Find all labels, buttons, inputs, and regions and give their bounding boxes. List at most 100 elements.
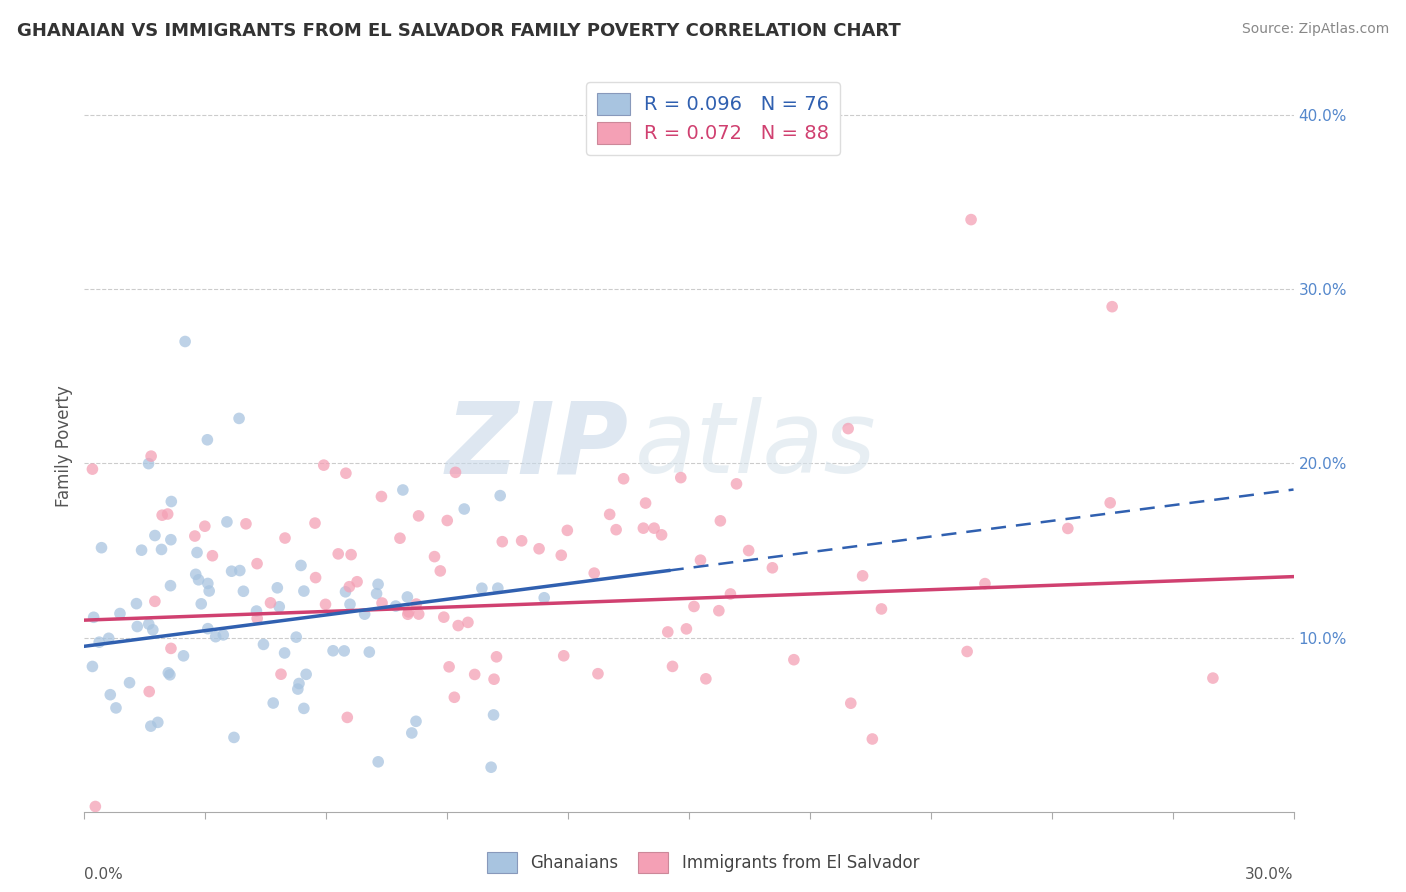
Point	[482, 672, 505, 686]
Point	[870, 602, 893, 616]
Point	[384, 599, 406, 613]
Point	[186, 545, 208, 559]
Point	[405, 714, 427, 729]
Point	[852, 569, 875, 583]
Text: 30.0%: 30.0%	[1246, 867, 1294, 882]
Point	[464, 667, 486, 681]
Point	[366, 586, 388, 600]
Point	[720, 587, 742, 601]
Point	[235, 516, 257, 531]
Point	[322, 644, 344, 658]
Point	[761, 561, 783, 575]
Point	[252, 637, 274, 651]
Point	[229, 564, 252, 578]
Point	[195, 433, 218, 447]
Point	[482, 707, 505, 722]
Point	[138, 617, 160, 632]
Point	[605, 523, 627, 537]
Point	[669, 470, 692, 484]
Point	[266, 581, 288, 595]
Point	[533, 591, 555, 605]
Point	[269, 599, 291, 614]
Point	[90, 541, 112, 555]
Point	[433, 610, 456, 624]
Y-axis label: Family Poverty: Family Poverty	[55, 385, 73, 507]
Text: ZIP: ZIP	[446, 398, 628, 494]
Point	[160, 641, 183, 656]
Point	[485, 649, 508, 664]
Point	[82, 462, 104, 476]
Point	[159, 668, 181, 682]
Point	[634, 496, 657, 510]
Point	[98, 688, 121, 702]
Point	[159, 579, 181, 593]
Point	[444, 466, 467, 480]
Point	[125, 597, 148, 611]
Point	[447, 618, 470, 632]
Text: atlas: atlas	[634, 398, 876, 494]
Point	[443, 690, 465, 705]
Point	[127, 619, 149, 633]
Point	[336, 710, 359, 724]
Point	[160, 494, 183, 508]
Point	[328, 547, 350, 561]
Point	[215, 515, 238, 529]
Point	[956, 644, 979, 658]
Point	[138, 684, 160, 698]
Point	[143, 528, 166, 542]
Point	[184, 529, 207, 543]
Point	[304, 516, 326, 530]
Point	[335, 467, 357, 481]
Point	[510, 533, 533, 548]
Point	[295, 667, 318, 681]
Point	[586, 666, 609, 681]
Legend: R = 0.096   N = 76, R = 0.072   N = 88: R = 0.096 N = 76, R = 0.072 N = 88	[586, 82, 839, 155]
Point	[453, 502, 475, 516]
Point	[396, 590, 419, 604]
Point	[1202, 671, 1225, 685]
Point	[486, 581, 509, 595]
Point	[288, 676, 311, 690]
Point	[222, 731, 245, 745]
Point	[367, 755, 389, 769]
Point	[783, 653, 806, 667]
Point	[160, 533, 183, 547]
Point	[370, 490, 392, 504]
Point	[173, 648, 195, 663]
Point	[339, 597, 361, 611]
Point	[142, 623, 165, 637]
Point	[273, 646, 295, 660]
Point	[695, 672, 717, 686]
Point	[201, 549, 224, 563]
Point	[737, 543, 759, 558]
Point	[613, 472, 636, 486]
Point	[491, 534, 513, 549]
Point	[408, 508, 430, 523]
Point	[304, 571, 326, 585]
Point	[118, 675, 141, 690]
Point	[197, 622, 219, 636]
Point	[643, 521, 665, 535]
Point	[527, 541, 550, 556]
Point	[1099, 496, 1122, 510]
Point	[398, 605, 420, 619]
Point	[651, 528, 673, 542]
Point	[340, 548, 363, 562]
Point	[292, 701, 315, 715]
Point	[221, 564, 243, 578]
Point	[974, 576, 997, 591]
Point	[156, 507, 179, 521]
Point	[401, 726, 423, 740]
Point	[333, 644, 356, 658]
Point	[367, 577, 389, 591]
Point	[396, 607, 419, 622]
Point	[194, 519, 217, 533]
Point	[315, 598, 337, 612]
Point	[860, 731, 883, 746]
Point	[212, 628, 235, 642]
Point	[285, 630, 308, 644]
Point	[150, 508, 173, 523]
Point	[108, 607, 131, 621]
Point	[405, 597, 427, 611]
Point	[104, 701, 127, 715]
